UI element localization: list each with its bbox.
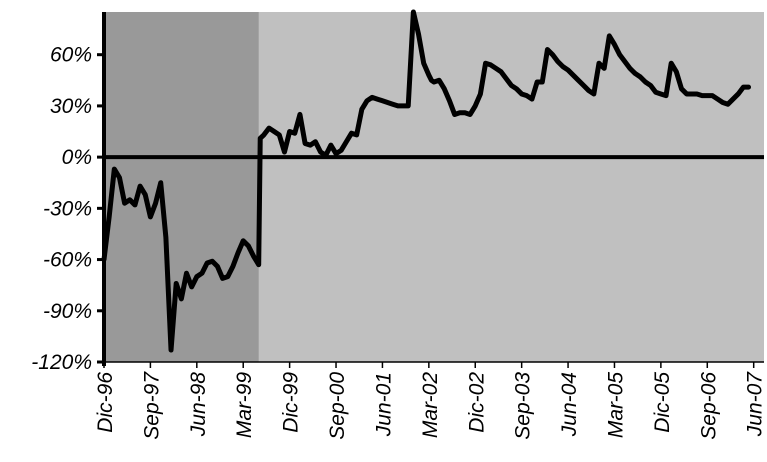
x-tick-label: Sep-03 bbox=[512, 372, 535, 440]
x-tick-label: Jun-98 bbox=[187, 372, 210, 438]
x-tick-label: Dic-99 bbox=[280, 372, 303, 433]
x-tick-label: Dic-05 bbox=[651, 372, 674, 433]
y-tick-label: 30% bbox=[50, 95, 92, 118]
x-tick-label: Mar-02 bbox=[419, 372, 442, 438]
y-tick-label: 60% bbox=[50, 44, 92, 67]
y-tick-label: -120% bbox=[31, 351, 92, 374]
x-tick-label: Dic-96 bbox=[94, 372, 117, 433]
shaded-period bbox=[104, 12, 259, 362]
y-tick-label: 0% bbox=[62, 146, 92, 169]
x-tick-label: Mar-05 bbox=[604, 372, 627, 438]
series-line bbox=[101, 9, 752, 353]
x-tick-label: Mar-99 bbox=[233, 372, 256, 438]
x-tick-label: Jun-01 bbox=[372, 372, 395, 437]
x-axis-ticks: Dic-96 Sep-97 Jun-98 Mar-99 Dic-99 Sep-00 Jun-… bbox=[94, 362, 767, 440]
y-tick-label: -60% bbox=[43, 249, 92, 272]
y-tick-label: -30% bbox=[43, 197, 92, 220]
x-tick-label: Jun-04 bbox=[558, 372, 581, 437]
y-axis-ticks: 60% 30% 0% -30% -60% -90% -120% bbox=[31, 44, 104, 374]
x-tick-label: Jun-07 bbox=[744, 371, 767, 438]
x-tick-label: Sep-97 bbox=[140, 371, 163, 440]
y-tick-label: -90% bbox=[43, 300, 92, 323]
x-tick-label: Sep-06 bbox=[697, 372, 720, 440]
x-tick-label: Sep-00 bbox=[326, 372, 349, 440]
x-tick-label: Dic-02 bbox=[465, 372, 488, 433]
